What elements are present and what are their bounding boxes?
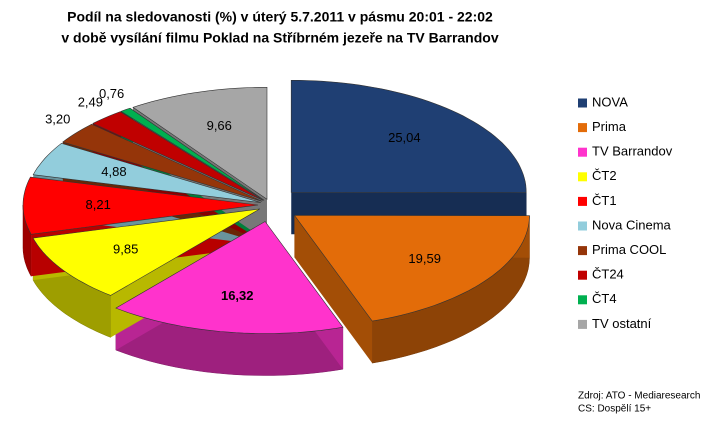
data-label: 9,85 bbox=[113, 242, 138, 257]
data-label: 4,88 bbox=[101, 164, 126, 179]
pie-slice bbox=[32, 208, 261, 296]
legend-label: ČT2 bbox=[592, 168, 617, 183]
legend-swatch bbox=[578, 196, 587, 206]
data-label: 9,66 bbox=[207, 118, 232, 133]
legend-swatch bbox=[578, 123, 587, 133]
data-label: 25,04 bbox=[388, 130, 421, 145]
legend-label: TV ostatní bbox=[592, 316, 652, 331]
chart-subtitle: v době vysílání filmu Poklad na Stříbrné… bbox=[61, 30, 498, 46]
data-label: 2,49 bbox=[78, 94, 103, 109]
legend-swatch bbox=[578, 147, 587, 157]
data-label: 0,76 bbox=[99, 86, 124, 101]
legend-label: TV Barrandov bbox=[592, 144, 673, 159]
pie-slice bbox=[22, 176, 259, 235]
pie-slice bbox=[132, 87, 268, 200]
data-label: 3,20 bbox=[45, 111, 70, 126]
data-label: 8,21 bbox=[86, 197, 111, 212]
source-note: Zdroj: ATO - Mediaresearch bbox=[578, 391, 700, 402]
legend-label: ČT24 bbox=[592, 267, 624, 282]
legend-label: ČT1 bbox=[592, 193, 617, 208]
legend-label: ČT4 bbox=[592, 291, 617, 306]
legend-swatch bbox=[578, 246, 587, 256]
sample-note: CS: Dospělí 15+ bbox=[578, 404, 651, 415]
legend-swatch bbox=[578, 98, 587, 108]
legend-label: Prima COOL bbox=[592, 242, 666, 257]
legend-label: NOVA bbox=[592, 94, 628, 109]
pie-slice bbox=[62, 123, 263, 202]
legend-swatch bbox=[578, 172, 587, 182]
data-label: 19,59 bbox=[408, 251, 441, 266]
pie-tops bbox=[22, 80, 530, 334]
legend-label: Nova Cinema bbox=[592, 217, 672, 232]
pie-slice bbox=[32, 142, 261, 203]
legend-swatch bbox=[578, 270, 587, 280]
pie-slice bbox=[115, 221, 344, 334]
pie-slice bbox=[290, 80, 527, 193]
pie-slice bbox=[92, 111, 264, 201]
legend-label: Prima bbox=[592, 119, 627, 134]
legend-swatch bbox=[578, 319, 587, 329]
chart-title: Podíl na sledovanosti (%) v úterý 5.7.20… bbox=[67, 9, 493, 25]
slice-face bbox=[294, 215, 373, 364]
legend-swatch bbox=[578, 221, 587, 231]
legend-swatch bbox=[578, 295, 587, 305]
data-label: 16,32 bbox=[221, 288, 254, 303]
pie-slice bbox=[120, 107, 265, 201]
pie-slice bbox=[293, 215, 530, 322]
